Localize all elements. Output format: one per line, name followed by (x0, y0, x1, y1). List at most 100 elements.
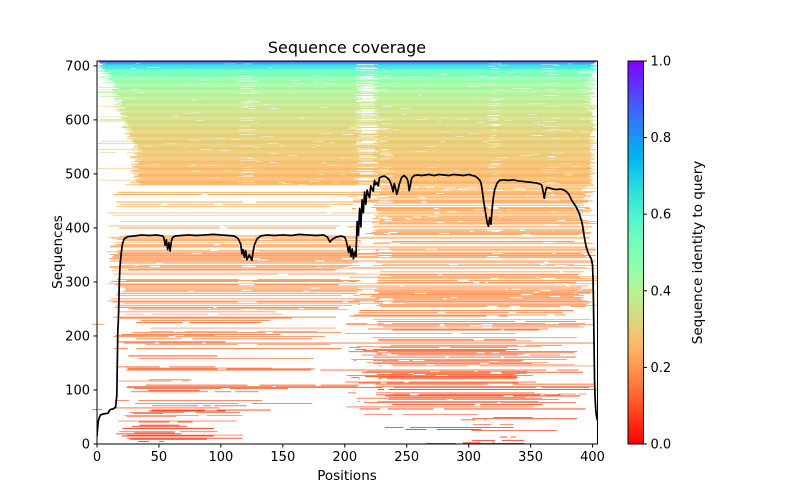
msa-row-segment (372, 76, 385, 77)
msa-row-segment (315, 147, 594, 148)
msa-row-segment (132, 147, 357, 149)
msa-row-segment (379, 111, 593, 113)
msa-row-segment (354, 134, 592, 136)
msa-row-segment (117, 94, 355, 96)
msa-row-segment (376, 114, 488, 116)
msa-row-segment (257, 79, 588, 81)
msa-row-segment (98, 67, 148, 69)
x-tick-label: 100 (208, 450, 233, 465)
msa-row-segment (168, 72, 580, 74)
msa-row-segment (103, 66, 269, 68)
msa-row-segment (137, 154, 594, 155)
msa-row-segment (251, 157, 340, 159)
msa-row-segment (137, 168, 593, 170)
msa-row-segment (372, 349, 518, 351)
msa-row-segment (559, 183, 592, 184)
msa-row-segment (124, 287, 311, 289)
msa-row-segment (107, 300, 588, 302)
msa-row-segment (122, 112, 194, 113)
msa-row-segment (554, 194, 586, 195)
msa-row-segment (373, 111, 591, 112)
msa-row-segment (332, 132, 362, 134)
msa-row-segment (134, 432, 175, 434)
msa-row-segment (376, 119, 417, 120)
msa-row-segment (477, 86, 591, 87)
msa-row-segment (139, 168, 380, 170)
msa-row-segment (145, 343, 238, 345)
msa-row-segment (127, 437, 243, 439)
msa-row-segment (203, 120, 240, 121)
msa-row-segment (531, 154, 591, 156)
msa-row-segment (290, 183, 382, 185)
msa-row-segment (375, 100, 586, 101)
msa-row-segment (372, 226, 593, 228)
msa-row-segment (375, 392, 535, 394)
msa-row-segment (140, 159, 492, 161)
msa-row-segment (115, 284, 239, 286)
msa-row-segment (374, 289, 541, 291)
msa-row-segment (378, 151, 416, 152)
msa-row-segment (558, 323, 586, 325)
msa-row-segment (177, 421, 193, 423)
msa-row-segment (97, 105, 547, 107)
msa-row-segment (135, 180, 359, 181)
msa-row-segment (559, 105, 598, 107)
msa-row-segment (325, 162, 358, 164)
msa-row-segment (500, 125, 594, 126)
msa-row-segment (376, 196, 378, 198)
msa-row-segment (135, 160, 241, 161)
msa-row-segment (184, 335, 216, 336)
msa-row-segment (111, 93, 241, 94)
msa-row-segment (373, 136, 456, 137)
msa-row-segment (152, 405, 198, 407)
msa-row-segment (113, 93, 363, 95)
msa-row-segment (373, 234, 522, 235)
msa-row-segment (338, 165, 591, 166)
msa-row-segment (129, 170, 192, 172)
msa-row-segment (390, 128, 597, 130)
msa-row-segment (345, 381, 405, 383)
msa-row-segment (517, 179, 595, 181)
msa-row-segment (130, 164, 193, 165)
msa-row-segment (121, 126, 240, 127)
msa-row-segment (487, 141, 590, 143)
msa-row-segment (376, 373, 414, 375)
msa-row-segment (121, 435, 214, 437)
msa-row-segment (114, 85, 216, 87)
msa-row-segment (480, 404, 543, 406)
msa-row-segment (390, 157, 596, 159)
msa-row-segment (349, 346, 361, 348)
msa-row-segment (347, 196, 357, 198)
msa-row-segment (363, 402, 498, 403)
msa-row-segment (140, 178, 316, 179)
msa-row-segment (374, 252, 593, 253)
msa-row-segment (378, 365, 383, 367)
msa-row-segment (539, 153, 593, 155)
msa-row-segment (364, 177, 490, 179)
msa-row-segment (100, 62, 595, 64)
msa-row-segment (388, 388, 597, 390)
msa-row-segment (541, 134, 590, 136)
msa-row-segment (571, 173, 593, 174)
msa-row-segment (375, 112, 592, 113)
msa-row-segment (130, 438, 207, 440)
msa-row-segment (216, 409, 271, 411)
msa-row-segment (255, 129, 356, 130)
msa-row-segment (526, 320, 576, 322)
msa-row-segment (452, 123, 593, 125)
msa-row-segment (377, 281, 474, 284)
msa-row-segment (367, 328, 549, 330)
msa-row-segment (350, 157, 359, 159)
msa-row-segment (390, 118, 458, 120)
msa-row-segment (229, 388, 288, 389)
msa-row-segment (105, 63, 225, 65)
msa-row-segment (262, 161, 589, 163)
msa-row-segment (365, 233, 384, 234)
msa-row-segment (111, 270, 335, 272)
msa-row-segment (105, 69, 583, 71)
msa-row-segment (390, 344, 518, 346)
msa-row-segment (344, 333, 453, 334)
msa-heatmap (97, 61, 598, 444)
msa-row-segment (362, 350, 506, 352)
